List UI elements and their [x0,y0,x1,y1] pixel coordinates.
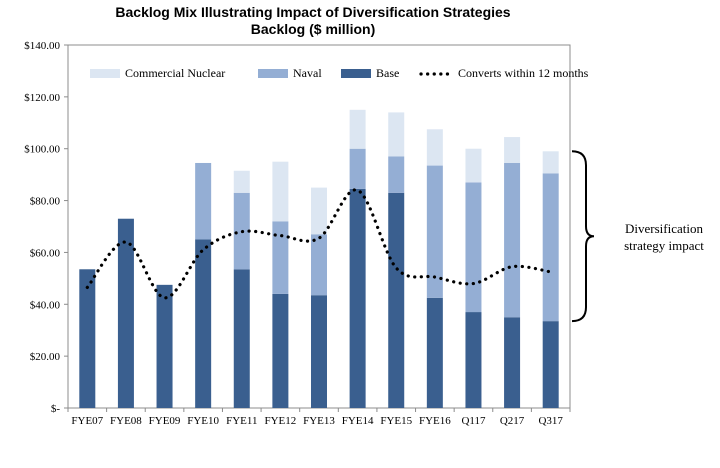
y-tick-label: $20.00 [30,351,61,363]
bar-base [504,317,521,408]
bar-base [117,218,134,408]
x-tick-label: FYE10 [187,415,219,427]
x-tick-label: FYE07 [71,415,103,427]
bar-base [465,312,482,408]
bar-commercial-nuclear [504,137,521,163]
bar-base [79,269,96,408]
bar-base [542,321,559,408]
legend-swatch [90,69,120,78]
line-converts-within-12-months [85,188,553,300]
bar-base [272,293,289,408]
bar-base [311,295,327,408]
bar-base [426,297,443,408]
bar-commercial-nuclear [233,170,250,193]
bar-naval [311,234,327,296]
x-tick-label: Q117 [461,415,486,427]
bar-naval [465,182,482,313]
bar-commercial-nuclear [426,129,443,166]
legend-label: Base [376,66,399,80]
y-tick-label: $140.00 [24,40,60,52]
bar-base [233,269,250,408]
bar-commercial-nuclear [465,148,482,183]
legend-label: Commercial Nuclear [125,66,225,80]
bar-naval [542,173,559,322]
bar-commercial-nuclear [542,151,559,174]
annotation-brace [571,150,595,323]
x-tick-label: FYE14 [342,415,374,427]
x-tick-label: FYE16 [419,415,451,427]
chart-subtitle: Backlog ($ million) [251,21,375,37]
bar-commercial-nuclear [349,109,366,149]
y-tick-label: $100.00 [24,144,60,156]
legend-label: Naval [293,66,322,80]
x-tick-label: Q217 [500,415,525,427]
y-tick-label: $60.00 [30,247,61,259]
bar-naval [388,156,405,193]
legend-swatch [258,69,288,78]
bar-base [388,192,405,408]
bar-naval [426,165,443,298]
bar-naval [349,148,366,189]
y-tick-label: $120.00 [24,92,60,104]
bar-naval [504,162,521,318]
bar-commercial-nuclear [272,161,289,222]
bar-base [349,188,366,408]
legend-label: Converts within 12 months [458,66,589,80]
x-tick-label: FYE15 [380,415,412,427]
chart-title: Backlog Mix Illustrating Impact of Diver… [115,4,510,20]
x-tick-label: FYE12 [264,415,296,427]
y-tick-label: $40.00 [30,299,61,311]
bar-base [156,284,173,408]
x-tick-label: FYE11 [226,415,257,427]
bar-commercial-nuclear [388,112,405,157]
bar-commercial-nuclear [311,187,327,235]
bar-base [195,239,212,408]
y-tick-label: $- [51,403,61,415]
annotation-text: Diversification [625,221,703,236]
annotation-text: strategy impact [624,238,704,253]
legend-swatch [341,69,371,78]
x-tick-label: Q317 [538,415,563,427]
bar-naval [272,221,289,294]
y-tick-label: $80.00 [30,196,61,208]
x-tick-label: FYE13 [303,415,335,427]
bar-naval [195,162,212,240]
x-tick-label: FYE09 [149,415,181,427]
x-tick-label: FYE08 [110,415,142,427]
